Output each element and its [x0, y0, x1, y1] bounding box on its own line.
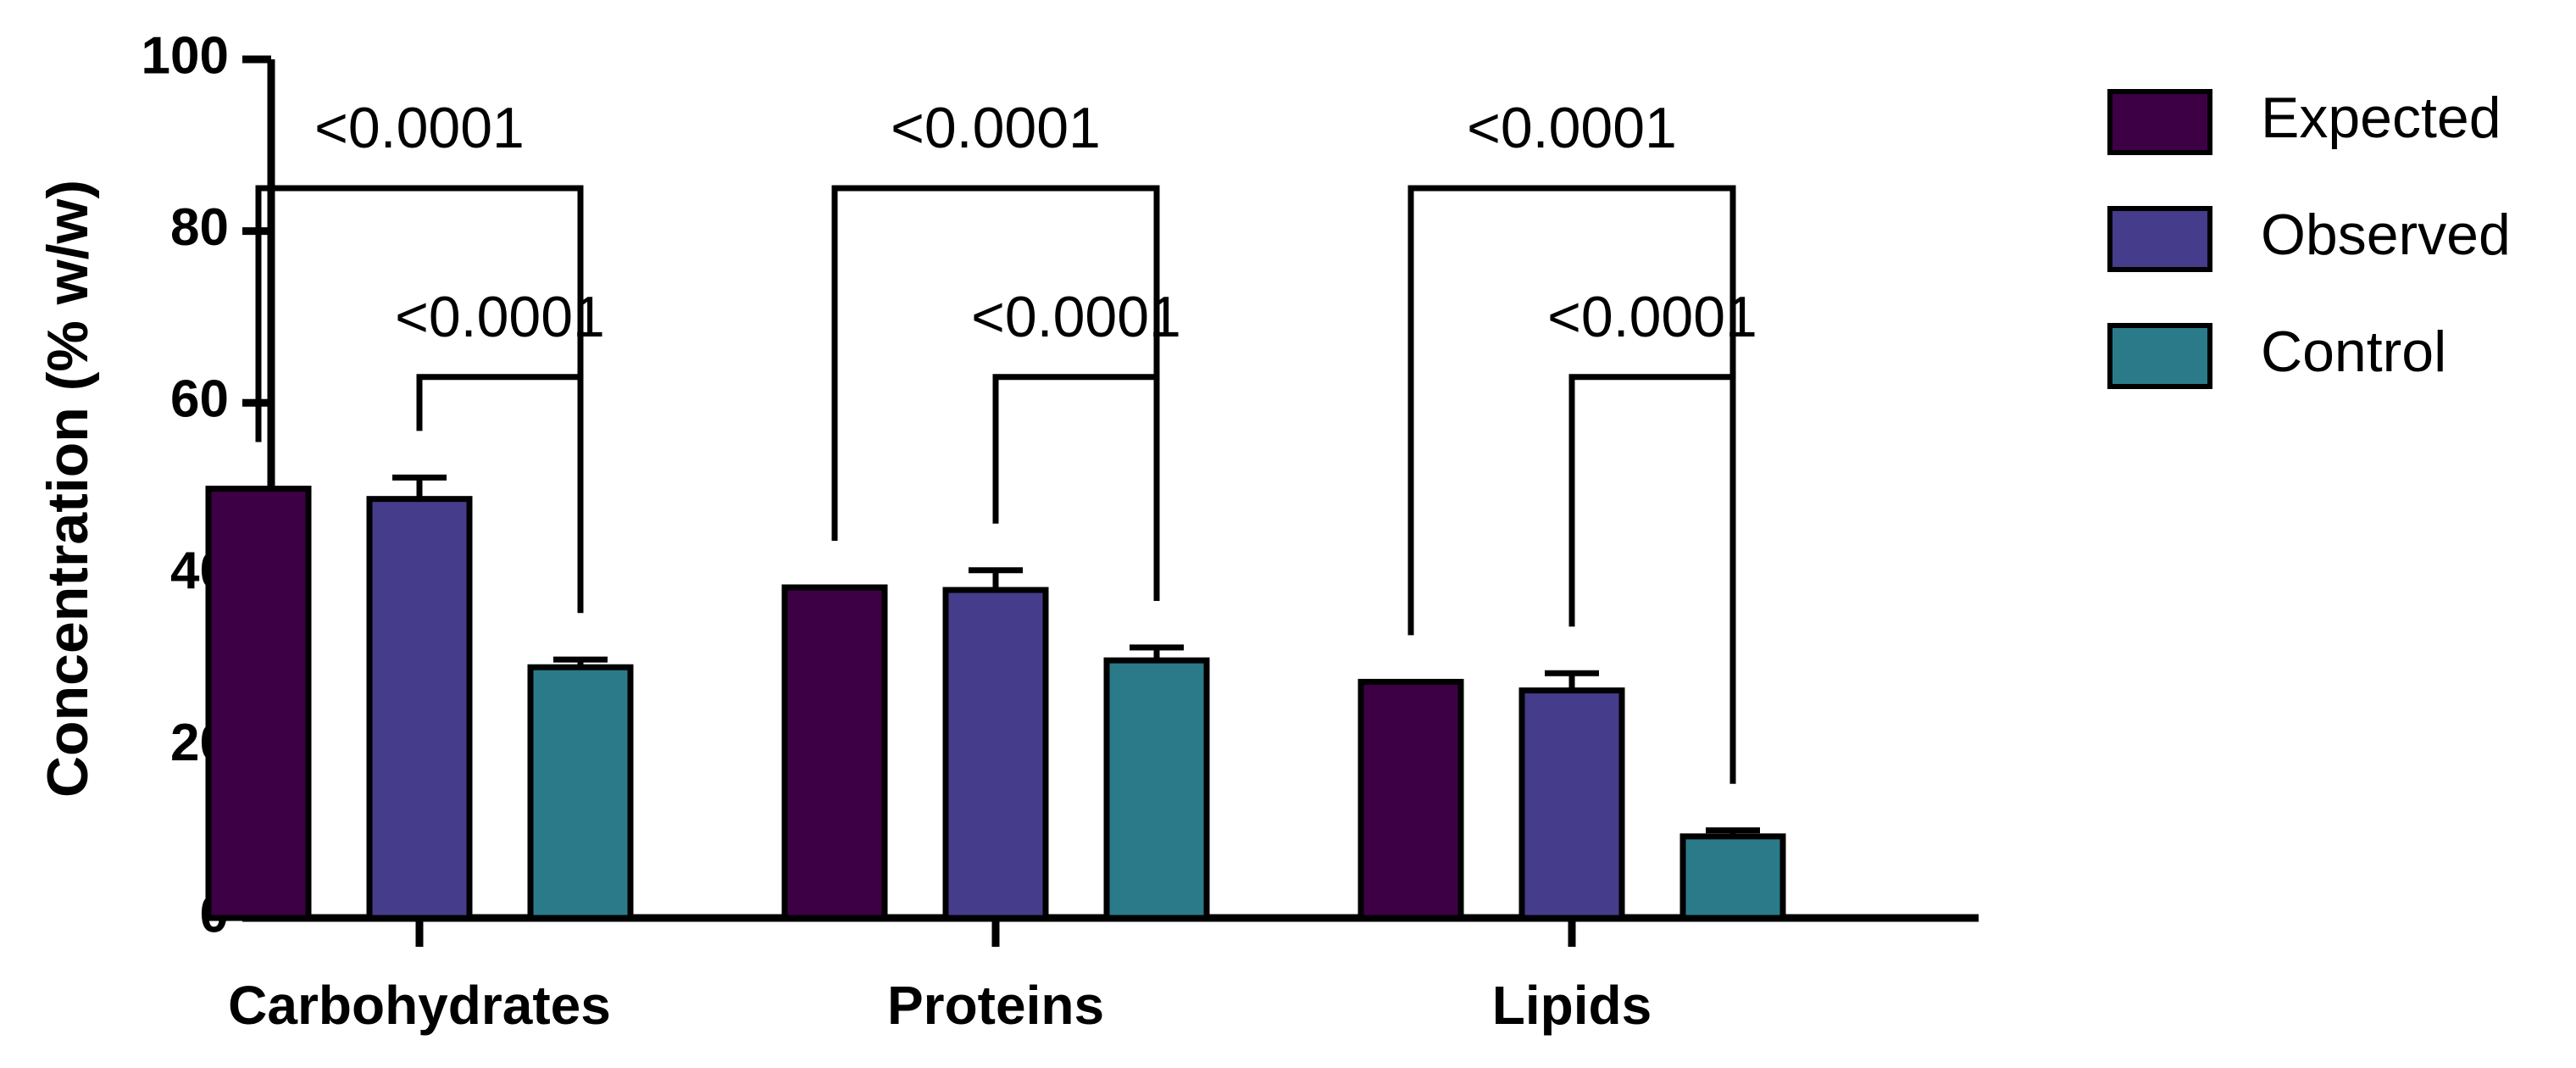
bar-proteins-expected	[781, 584, 888, 921]
significance-brackets: <0.0001 <0.0001 <0.0001 <0.0001 <0.0001 <0.00…	[255, 96, 1757, 784]
bar-proteins-control	[1103, 657, 1210, 921]
error-bar-lipids-observed	[1545, 670, 1599, 691]
x-category-label-carbohydrates: Carbohydrates	[228, 975, 611, 1036]
bar-carbohydrates-control	[527, 664, 634, 921]
error-bar-proteins-observed	[969, 567, 1023, 591]
legend: Expected Observed Control	[2107, 86, 2511, 389]
legend-label-observed: Observed	[2261, 203, 2511, 267]
p-value-lipids-observed-vs-control: <0.0001	[1547, 285, 1757, 349]
error-bar-proteins-control	[1130, 644, 1184, 661]
y-axis-label: Concentration (% w/w)	[36, 180, 100, 798]
bar-lipids-observed	[1518, 687, 1625, 921]
legend-swatch-control	[2107, 323, 2212, 389]
bracket-proteins-observed-vs-control	[992, 374, 1160, 601]
p-value-carbohydrates-observed-vs-control: <0.0001	[395, 285, 605, 349]
error-bar-lipids-control	[1706, 827, 1760, 837]
bar-carbohydrates-observed	[366, 496, 473, 921]
legend-label-control: Control	[2261, 320, 2446, 384]
error-bar-carbohydrates-observed	[392, 474, 447, 499]
p-value-carbohydrates-expected-vs-control: <0.0001	[314, 96, 525, 160]
x-category-label-proteins: Proteins	[887, 975, 1104, 1036]
bracket-carbohydrates-observed-vs-control	[416, 374, 584, 614]
legend-swatch-observed	[2107, 206, 2212, 272]
bar-carbohydrates-expected	[205, 486, 312, 921]
y-tick-label-60: 60	[170, 370, 229, 429]
p-value-proteins-observed-vs-control: <0.0001	[971, 285, 1181, 349]
x-categories: Carbohydrates Proteins Lipids	[228, 918, 1652, 1036]
bar-proteins-observed	[942, 587, 1049, 921]
bar-lipids-control	[1679, 833, 1786, 921]
bracket-lipids-observed-vs-control	[1568, 374, 1736, 784]
p-value-lipids-expected-vs-control: <0.0001	[1467, 96, 1677, 160]
p-value-proteins-expected-vs-control: <0.0001	[891, 96, 1101, 160]
bars	[205, 474, 1786, 921]
legend-label-expected: Expected	[2261, 86, 2501, 150]
y-tick-label-100: 100	[142, 26, 229, 85]
y-tick-label-80: 80	[170, 198, 229, 257]
x-category-label-lipids: Lipids	[1492, 975, 1652, 1036]
error-bar-carbohydrates-control	[553, 656, 608, 668]
bar-lipids-expected	[1357, 678, 1464, 921]
legend-swatch-expected	[2107, 89, 2212, 155]
